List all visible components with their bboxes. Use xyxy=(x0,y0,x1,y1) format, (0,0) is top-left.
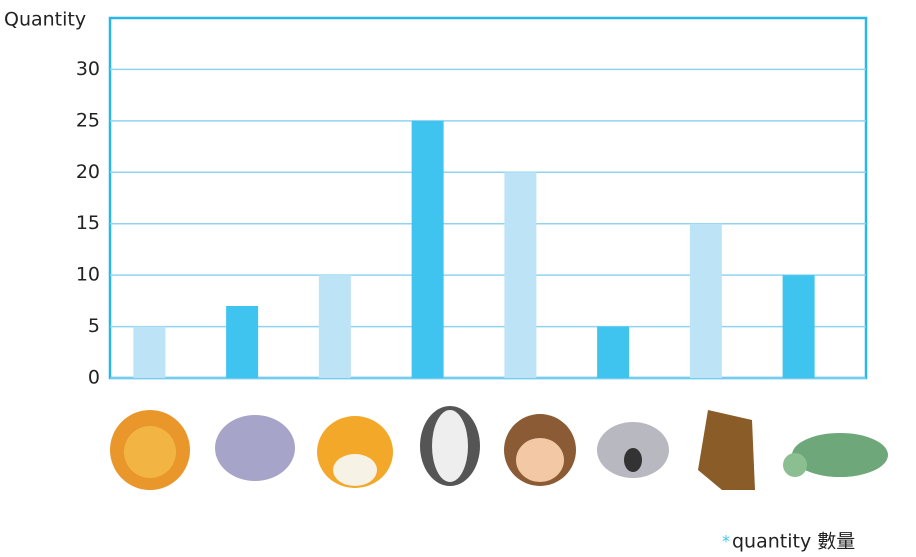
y-tick-label: 0 xyxy=(88,367,100,389)
legend-marker: * xyxy=(722,532,730,551)
bar xyxy=(133,326,166,378)
animal-icons xyxy=(110,406,888,490)
y-tick-label: 30 xyxy=(76,58,100,80)
y-tick-label: 15 xyxy=(76,212,100,234)
bar xyxy=(411,120,444,378)
bar xyxy=(226,306,259,378)
plot-frame xyxy=(108,16,868,380)
y-axis-label: Quantity xyxy=(4,9,86,31)
bar xyxy=(782,275,815,378)
y-tick-label: 5 xyxy=(88,315,100,337)
y-tick-label: 10 xyxy=(76,264,100,286)
y-tick-label: 20 xyxy=(76,161,100,183)
bar xyxy=(318,275,351,378)
legend-label: quantity 數量 xyxy=(732,531,855,553)
bar xyxy=(504,172,537,378)
bar xyxy=(597,326,630,378)
bar xyxy=(689,223,722,378)
y-tick-label: 25 xyxy=(76,109,100,131)
